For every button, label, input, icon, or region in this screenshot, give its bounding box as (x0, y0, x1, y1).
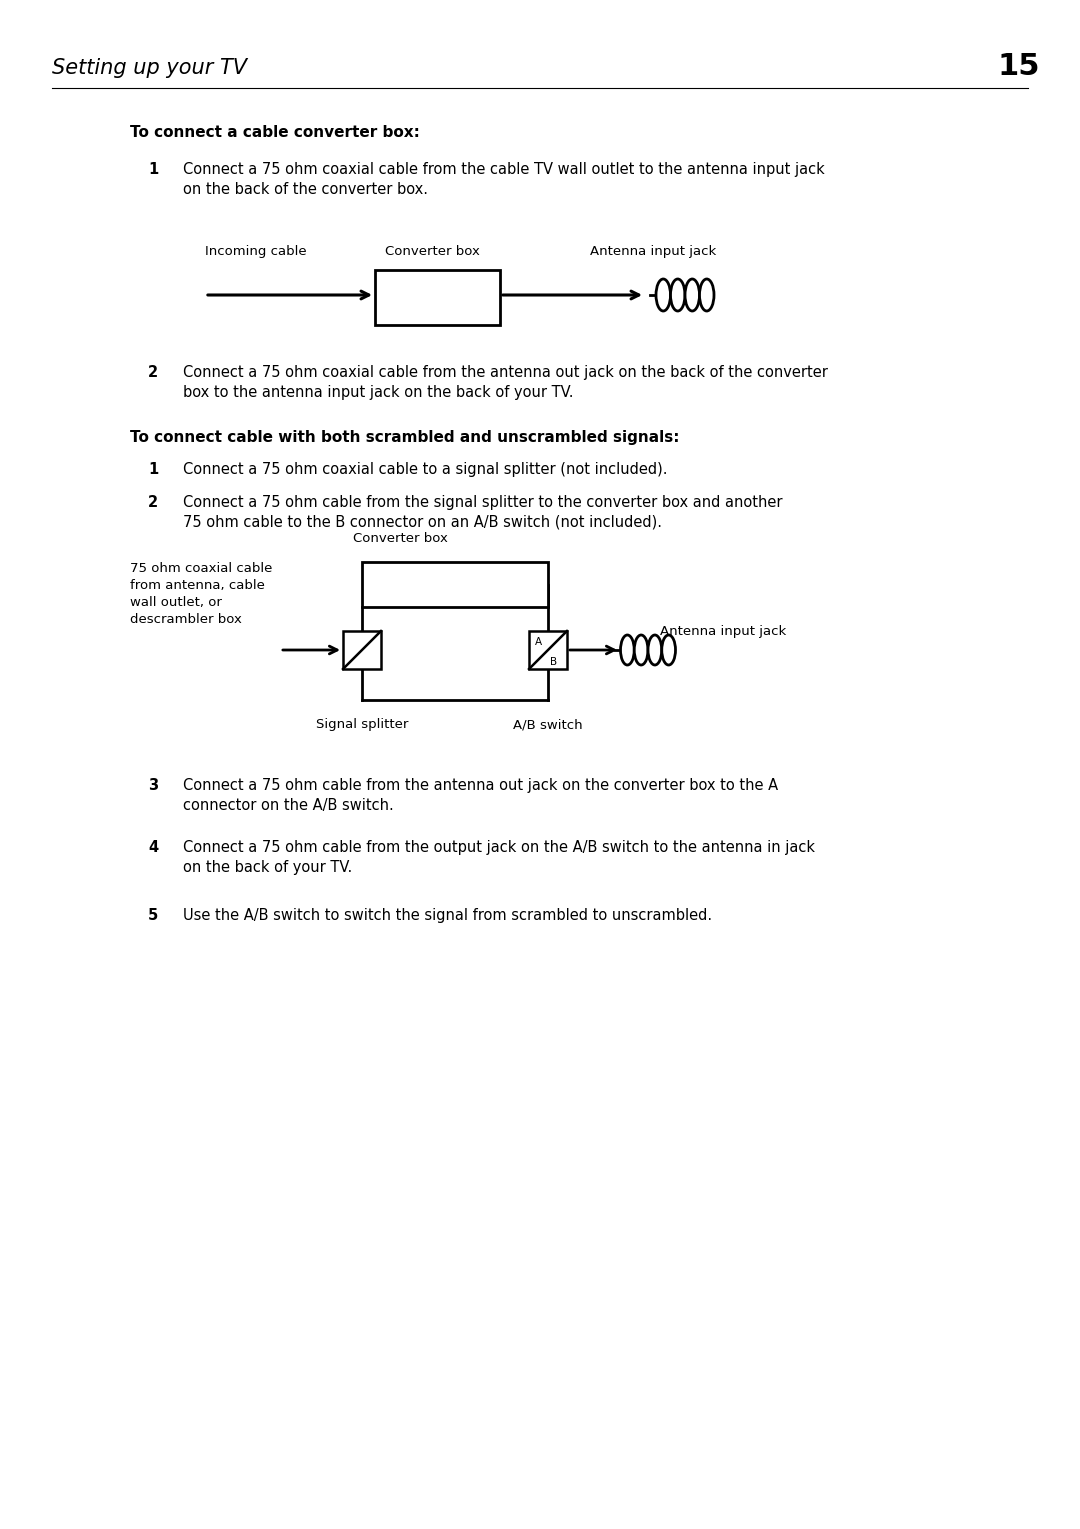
Text: 3: 3 (148, 778, 158, 794)
Text: 75 ohm coaxial cable
from antenna, cable
wall outlet, or
descrambler box: 75 ohm coaxial cable from antenna, cable… (130, 563, 272, 625)
Text: Connect a 75 ohm cable from the antenna out jack on the converter box to the A
c: Connect a 75 ohm cable from the antenna … (183, 778, 778, 813)
Text: To connect a cable converter box:: To connect a cable converter box: (130, 125, 420, 141)
Text: A: A (535, 638, 541, 647)
Ellipse shape (648, 635, 662, 665)
Ellipse shape (700, 278, 714, 310)
Ellipse shape (662, 635, 675, 665)
Text: Antenna input jack: Antenna input jack (660, 625, 786, 638)
Bar (375, 271, 500, 326)
Text: A/B switch: A/B switch (513, 719, 583, 731)
Text: Antenna input jack: Antenna input jack (590, 245, 716, 258)
Text: 1: 1 (148, 462, 159, 477)
Text: 2: 2 (148, 365, 158, 381)
Text: 2: 2 (148, 495, 158, 511)
Text: Connect a 75 ohm cable from the output jack on the A/B switch to the antenna in : Connect a 75 ohm cable from the output j… (183, 839, 815, 875)
Text: B: B (551, 657, 557, 667)
Bar (343, 631, 381, 670)
Text: Converter box: Converter box (352, 532, 447, 544)
Text: Connect a 75 ohm coaxial cable from the cable TV wall outlet to the antenna inpu: Connect a 75 ohm coaxial cable from the … (183, 162, 825, 197)
Ellipse shape (621, 635, 634, 665)
Bar (529, 631, 567, 670)
Text: Signal splitter: Signal splitter (315, 719, 408, 731)
Text: 4: 4 (148, 839, 158, 855)
Text: Use the A/B switch to switch the signal from scrambled to unscrambled.: Use the A/B switch to switch the signal … (183, 908, 712, 924)
Text: Converter box: Converter box (384, 245, 480, 258)
Ellipse shape (656, 278, 671, 310)
Text: Incoming cable: Incoming cable (205, 245, 307, 258)
Ellipse shape (671, 278, 685, 310)
Text: Connect a 75 ohm coaxial cable from the antenna out jack on the back of the conv: Connect a 75 ohm coaxial cable from the … (183, 365, 828, 399)
Text: Setting up your TV: Setting up your TV (52, 58, 247, 78)
Text: 5: 5 (148, 908, 159, 924)
Ellipse shape (634, 635, 648, 665)
Text: Connect a 75 ohm coaxial cable to a signal splitter (not included).: Connect a 75 ohm coaxial cable to a sign… (183, 462, 667, 477)
Text: 15: 15 (998, 52, 1040, 81)
Text: 1: 1 (148, 162, 159, 177)
Text: To connect cable with both scrambled and unscrambled signals:: To connect cable with both scrambled and… (130, 430, 679, 445)
Ellipse shape (685, 278, 700, 310)
Text: Connect a 75 ohm cable from the signal splitter to the converter box and another: Connect a 75 ohm cable from the signal s… (183, 495, 783, 531)
Bar (362, 563, 548, 607)
